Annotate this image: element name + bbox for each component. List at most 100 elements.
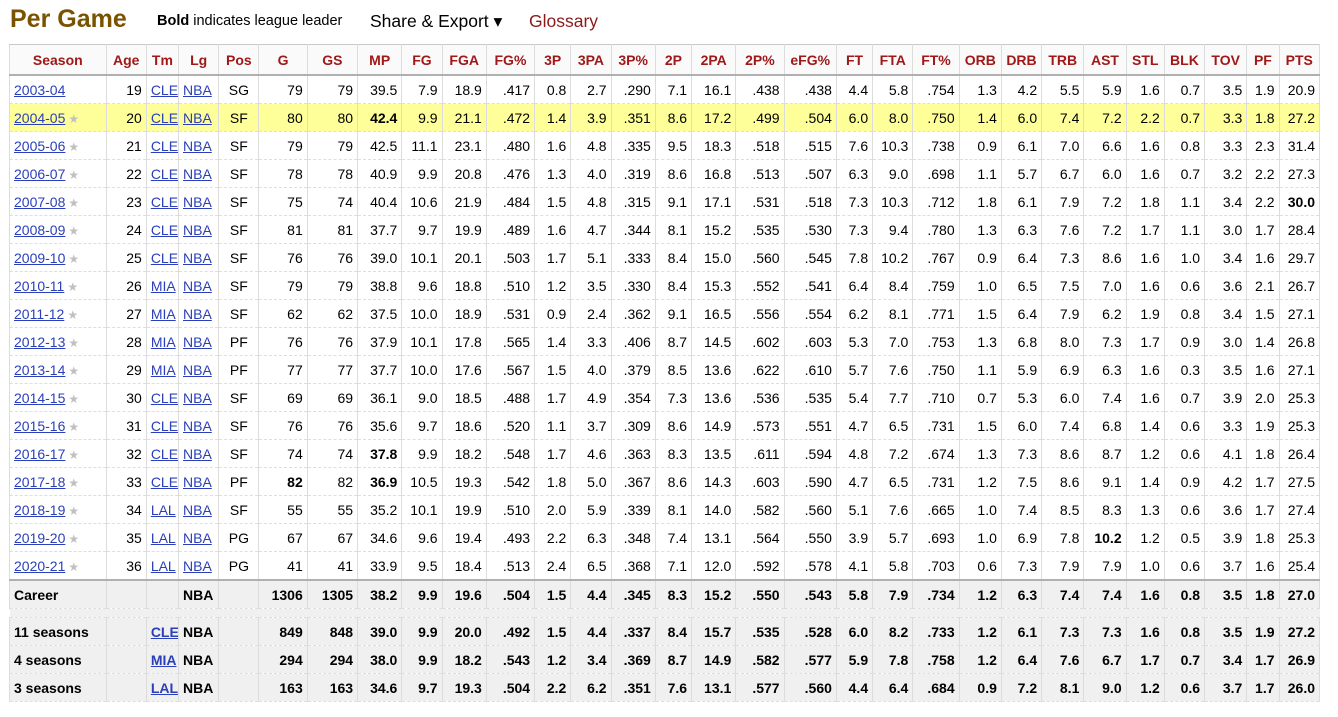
league-link[interactable]: NBA [183, 557, 212, 574]
table-cell: LAL [145, 495, 180, 524]
team-link[interactable]: CLE [150, 221, 179, 238]
season-link[interactable]: 2014-15 [14, 389, 66, 406]
season-link[interactable]: 2005-06 [14, 137, 66, 154]
team-link[interactable]: CLE [150, 445, 179, 462]
season-link[interactable]: 2007-08 [14, 193, 66, 210]
team-link[interactable]: LAL [150, 501, 176, 518]
season-link[interactable]: 2018-19 [14, 501, 66, 518]
team-link[interactable]: CLE [150, 417, 179, 434]
league-link[interactable]: NBA [183, 473, 212, 490]
league-link[interactable]: NBA [183, 501, 212, 518]
cell-value: .550 [804, 529, 832, 546]
column-header[interactable]: Lg [177, 44, 220, 76]
column-header[interactable]: 2PA [691, 44, 737, 76]
column-header[interactable]: TOV [1204, 44, 1248, 76]
season-link[interactable]: 2020-21 [14, 557, 66, 574]
league-link[interactable]: NBA [183, 361, 212, 378]
team-link[interactable]: LAL [150, 679, 179, 696]
column-header[interactable]: 3P% [610, 44, 656, 76]
team-link[interactable]: CLE [150, 109, 179, 126]
season-link[interactable]: 2003-04 [14, 81, 66, 98]
season-link[interactable]: 2004-05 [14, 109, 66, 126]
cell-value: 8.6 [667, 109, 688, 126]
column-header[interactable]: FTA [872, 44, 914, 76]
column-header[interactable]: PF [1246, 44, 1280, 76]
season-link[interactable]: 2019-20 [14, 529, 66, 546]
season-link[interactable]: 2010-11 [14, 277, 65, 294]
column-header[interactable]: MP [357, 44, 403, 76]
team-link[interactable]: LAL [150, 529, 176, 546]
team-link[interactable]: MIA [150, 277, 176, 294]
column-header[interactable]: FGA [441, 44, 487, 76]
glossary-link[interactable]: Glossary [529, 11, 599, 31]
league-link[interactable]: NBA [183, 389, 212, 406]
column-header[interactable]: ORB [958, 44, 1002, 76]
team-link[interactable]: CLE [150, 165, 179, 182]
column-header[interactable]: FT% [912, 44, 960, 76]
season-link[interactable]: 2009-10 [14, 249, 66, 266]
team-link[interactable]: MIA [150, 651, 177, 668]
league-link[interactable]: NBA [183, 165, 212, 182]
league-link[interactable]: NBA [183, 277, 212, 294]
league-link[interactable]: NBA [183, 137, 212, 154]
column-header[interactable]: Tm [145, 44, 180, 76]
share-export-button[interactable]: Share & Export ▾ [370, 11, 503, 31]
team-link[interactable]: CLE [150, 473, 179, 490]
column-header[interactable]: BLK [1163, 44, 1206, 76]
season-link[interactable]: 2006-07 [14, 165, 66, 182]
team-link[interactable]: CLE [150, 249, 179, 266]
cell-value: 40.4 [370, 193, 398, 210]
league-link[interactable]: NBA [183, 193, 212, 210]
team-link[interactable]: MIA [150, 305, 176, 322]
league-link[interactable]: NBA [183, 109, 212, 126]
team-link[interactable]: CLE [150, 389, 179, 406]
season-link[interactable]: 2012-13 [14, 333, 66, 350]
league-link[interactable]: NBA [183, 417, 212, 434]
column-header[interactable]: FG% [485, 44, 536, 76]
column-header[interactable]: G [258, 44, 308, 76]
cell-value: 1.6 [1255, 557, 1275, 574]
season-link[interactable]: 2011-12 [14, 305, 65, 322]
cell-value: 1.1 [1180, 221, 1201, 238]
season-link[interactable]: 2016-17 [14, 445, 66, 462]
league-link[interactable]: NBA [183, 221, 212, 238]
column-header[interactable]: AST [1083, 44, 1127, 76]
column-header[interactable]: Season [9, 44, 107, 76]
cell-value: 6.3 [587, 529, 607, 546]
league-link[interactable]: NBA [183, 445, 212, 462]
team-link[interactable]: CLE [150, 193, 179, 210]
season-link[interactable]: 2017-18 [14, 473, 66, 490]
league-link[interactable]: NBA [183, 529, 212, 546]
team-link[interactable]: CLE [150, 81, 179, 98]
cell-value: 7.4 [1059, 586, 1080, 603]
column-header[interactable]: 2P% [735, 44, 785, 76]
column-header[interactable]: DRB [1000, 44, 1043, 76]
league-link[interactable]: NBA [183, 305, 212, 322]
column-header[interactable]: GS [306, 44, 359, 76]
column-header[interactable]: 2P [654, 44, 693, 76]
league-link[interactable]: NBA [183, 81, 212, 98]
team-link[interactable]: MIA [150, 333, 176, 350]
season-link[interactable]: 2015-16 [14, 417, 66, 434]
column-header[interactable]: STL [1125, 44, 1165, 76]
column-header[interactable]: eFG% [783, 44, 837, 76]
column-header[interactable]: Age [105, 44, 147, 76]
column-header[interactable]: 3PA [570, 44, 612, 76]
column-header[interactable]: Pos [218, 44, 260, 76]
league-link[interactable]: NBA [183, 249, 212, 266]
table-cell: 5.1 [570, 243, 612, 272]
team-link[interactable]: LAL [150, 557, 176, 574]
season-link[interactable]: 2013-14 [14, 361, 66, 378]
team-link[interactable]: CLE [150, 623, 179, 640]
column-header[interactable]: FT [835, 44, 874, 76]
column-header[interactable]: TRB [1041, 44, 1085, 76]
table-cell: 6.8 [1000, 327, 1043, 356]
column-header[interactable]: FG [401, 44, 443, 76]
column-header[interactable]: PTS [1278, 44, 1320, 76]
team-link[interactable]: MIA [150, 361, 176, 378]
table-cell: 26.8 [1278, 327, 1320, 356]
column-header[interactable]: 3P [534, 44, 572, 76]
season-link[interactable]: 2008-09 [14, 221, 66, 238]
team-link[interactable]: CLE [150, 137, 179, 154]
league-link[interactable]: NBA [183, 333, 212, 350]
